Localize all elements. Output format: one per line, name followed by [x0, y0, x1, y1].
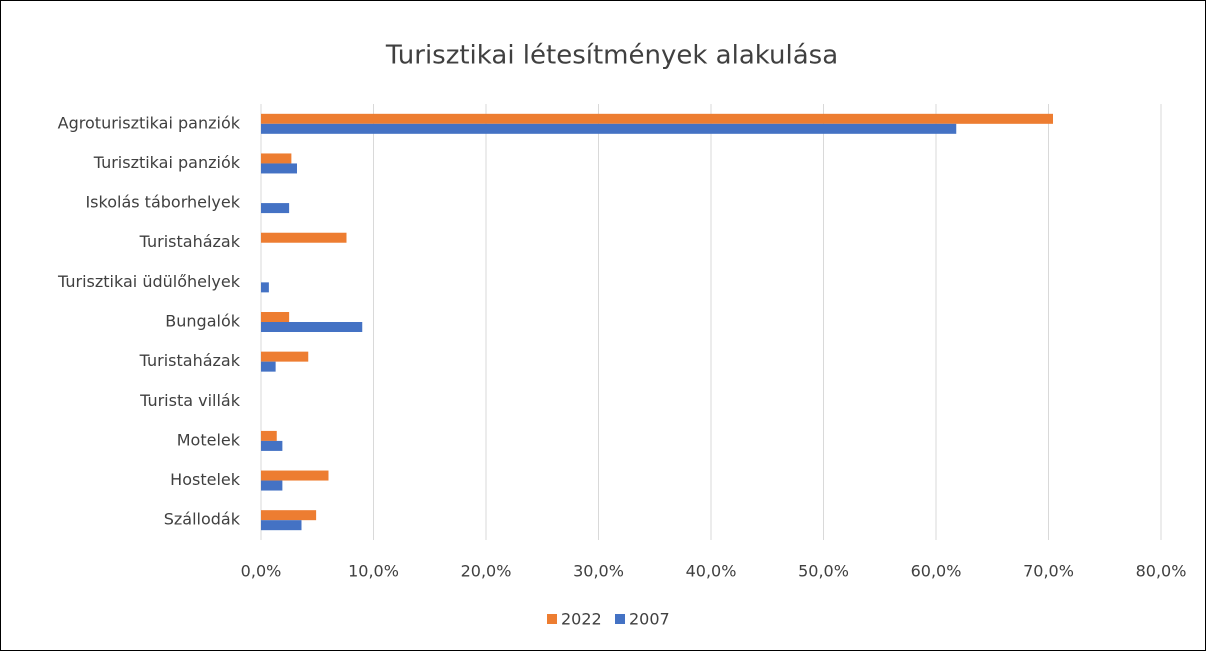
y-tick-label: Turista villák [139, 391, 241, 410]
y-tick-label: Szállodák [164, 510, 241, 529]
y-tick-label: Turistaházak [139, 351, 241, 370]
bar [261, 520, 302, 531]
y-tick-label: Agroturisztikai panziók [58, 113, 241, 132]
bar [261, 203, 290, 214]
bar [261, 232, 347, 243]
x-tick-label: 60,0% [911, 562, 962, 581]
y-tick-label: Bungalók [165, 312, 240, 331]
legend-label: 2022 [561, 610, 602, 629]
bar [261, 163, 297, 174]
x-tick-label: 50,0% [798, 562, 849, 581]
bar [261, 113, 1053, 124]
x-tick-label: 70,0% [1023, 562, 1074, 581]
x-tick-label: 80,0% [1136, 562, 1187, 581]
x-tick-label: 10,0% [348, 562, 399, 581]
x-tick-label: 0,0% [241, 562, 282, 581]
bar [261, 312, 290, 322]
y-tick-label: Iskolás táborhelyek [85, 193, 240, 212]
legend-swatch [615, 614, 625, 624]
bar [261, 361, 276, 372]
y-tick-label: Turisztikai üdülőhelyek [57, 272, 241, 291]
bar [261, 430, 277, 441]
bar [261, 322, 363, 332]
legend-swatch [547, 614, 557, 624]
bar [261, 510, 317, 521]
bar [261, 282, 269, 293]
bar [261, 480, 283, 491]
bar [261, 153, 292, 164]
bar [261, 470, 329, 481]
legend-label: 2007 [629, 610, 670, 629]
chart-title: Turisztikai létesítmények alakulása [385, 41, 838, 71]
y-tick-label: Turisztikai panziók [93, 153, 241, 172]
x-tick-label: 20,0% [461, 562, 512, 581]
x-tick-label: 30,0% [573, 562, 624, 581]
bar [261, 123, 957, 134]
y-tick-label: Hostelek [170, 470, 241, 489]
y-tick-label: Motelek [177, 430, 241, 449]
bar [261, 440, 283, 451]
y-tick-label: Turistaházak [139, 232, 241, 251]
x-tick-label: 40,0% [686, 562, 737, 581]
bar [261, 351, 309, 362]
